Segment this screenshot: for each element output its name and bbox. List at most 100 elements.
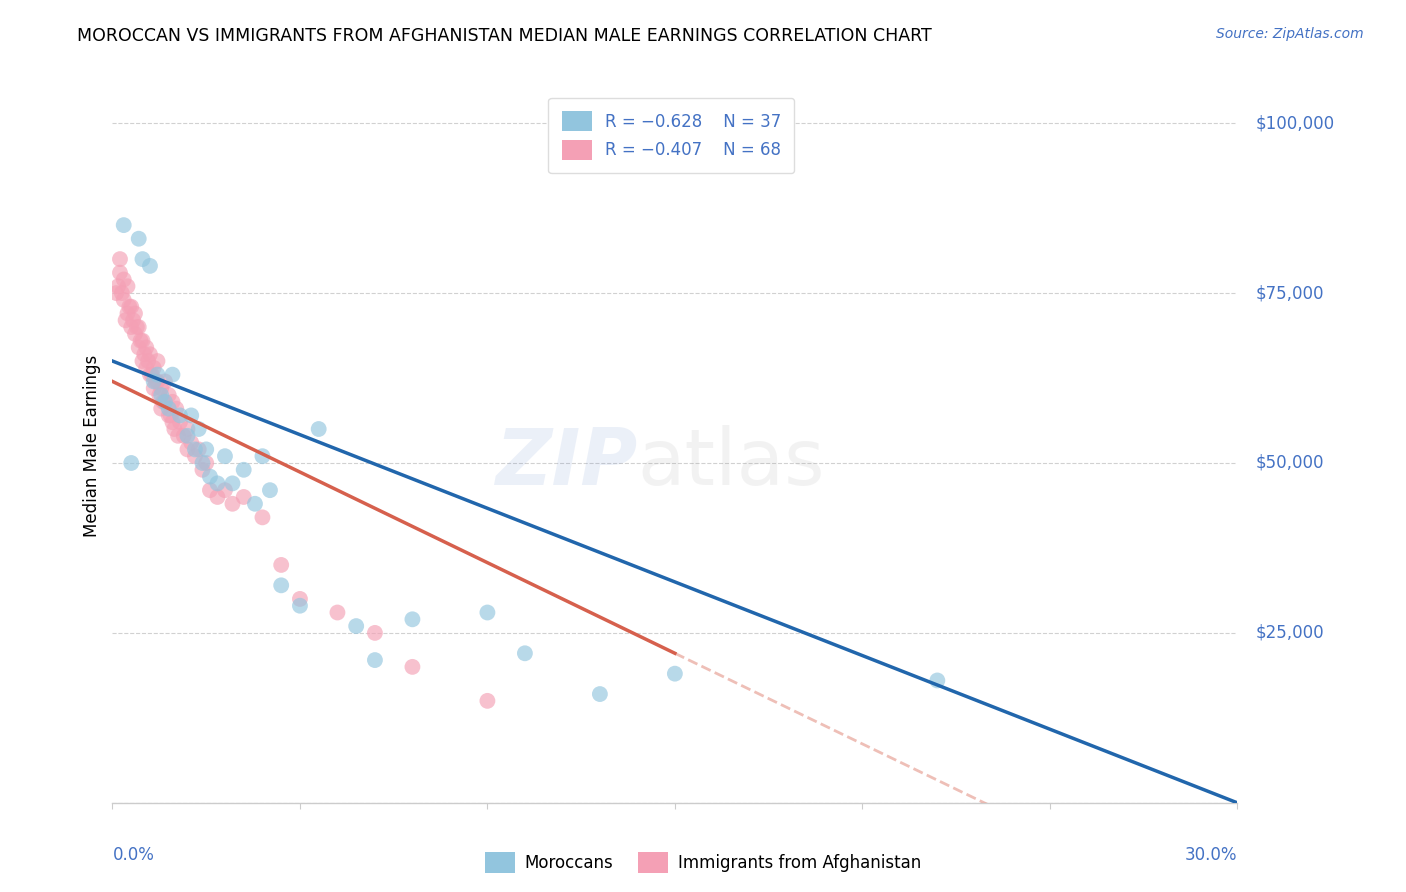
Point	[162, 394, 184, 409]
Point	[136, 354, 159, 368]
Text: ZIP: ZIP	[495, 425, 637, 501]
Point	[232, 463, 254, 477]
Point	[180, 435, 202, 450]
Point	[288, 599, 311, 613]
Text: MOROCCAN VS IMMIGRANTS FROM AFGHANISTAN MEDIAN MALE EARNINGS CORRELATION CHART: MOROCCAN VS IMMIGRANTS FROM AFGHANISTAN …	[77, 27, 932, 45]
Point	[146, 354, 169, 368]
Point	[157, 401, 180, 416]
Point	[128, 232, 150, 246]
Point	[152, 394, 174, 409]
Point	[173, 429, 195, 443]
Point	[308, 422, 330, 436]
Point	[120, 300, 142, 314]
Point	[326, 606, 349, 620]
Point	[214, 483, 236, 498]
Point	[165, 401, 187, 416]
Point	[142, 360, 165, 375]
Point	[221, 476, 243, 491]
Text: $100,000: $100,000	[1256, 114, 1334, 132]
Point	[169, 415, 191, 429]
Point	[207, 476, 229, 491]
Point	[195, 442, 218, 457]
Text: 0.0%: 0.0%	[112, 846, 155, 863]
Point	[134, 347, 156, 361]
Point	[162, 415, 184, 429]
Point	[187, 422, 209, 436]
Point	[169, 409, 191, 423]
Point	[122, 313, 145, 327]
Point	[120, 456, 142, 470]
Point	[146, 368, 169, 382]
Text: $75,000: $75,000	[1256, 284, 1324, 302]
Point	[135, 341, 157, 355]
Point	[198, 469, 221, 483]
Point	[153, 375, 176, 389]
Point	[114, 313, 136, 327]
Point	[180, 409, 202, 423]
Point	[120, 320, 142, 334]
Point	[232, 490, 254, 504]
Point	[243, 497, 266, 511]
Point	[112, 272, 135, 286]
Point	[108, 266, 131, 280]
Point	[157, 388, 180, 402]
Point	[131, 252, 153, 266]
Point	[214, 449, 236, 463]
Point	[252, 449, 274, 463]
Point	[187, 442, 209, 457]
Point	[105, 286, 128, 301]
Text: 30.0%: 30.0%	[1185, 846, 1237, 863]
Y-axis label: Median Male Earnings: Median Male Earnings	[83, 355, 101, 537]
Point	[117, 306, 139, 320]
Point	[112, 293, 135, 307]
Point	[191, 463, 214, 477]
Point	[207, 490, 229, 504]
Point	[135, 360, 157, 375]
Point	[139, 368, 162, 382]
Text: Source: ZipAtlas.com: Source: ZipAtlas.com	[1216, 27, 1364, 41]
Point	[117, 279, 139, 293]
Point	[142, 375, 165, 389]
Point	[139, 259, 162, 273]
Point	[124, 326, 146, 341]
Point	[145, 375, 167, 389]
Point	[131, 334, 153, 348]
Point	[176, 442, 198, 457]
Point	[589, 687, 612, 701]
Point	[146, 375, 169, 389]
Point	[128, 320, 150, 334]
Point	[167, 429, 190, 443]
Point	[195, 456, 218, 470]
Point	[141, 368, 163, 382]
Point	[129, 334, 152, 348]
Point	[125, 320, 148, 334]
Point	[112, 218, 135, 232]
Point	[513, 646, 536, 660]
Point	[344, 619, 367, 633]
Point	[401, 660, 423, 674]
Point	[270, 578, 292, 592]
Point	[198, 483, 221, 498]
Point	[128, 341, 150, 355]
Point	[108, 252, 131, 266]
Point	[150, 401, 173, 416]
Point	[142, 381, 165, 395]
Point	[364, 653, 387, 667]
Text: atlas: atlas	[637, 425, 825, 501]
Point	[176, 422, 198, 436]
Point	[124, 306, 146, 320]
Point	[163, 422, 186, 436]
Point	[664, 666, 686, 681]
Point	[288, 591, 311, 606]
Point	[150, 381, 173, 395]
Point	[153, 394, 176, 409]
Point	[252, 510, 274, 524]
Point	[107, 279, 129, 293]
Point	[184, 442, 207, 457]
Point	[157, 409, 180, 423]
Point	[111, 286, 134, 301]
Point	[139, 347, 162, 361]
Legend: Moroccans, Immigrants from Afghanistan: Moroccans, Immigrants from Afghanistan	[478, 846, 928, 880]
Point	[150, 388, 173, 402]
Point	[401, 612, 423, 626]
